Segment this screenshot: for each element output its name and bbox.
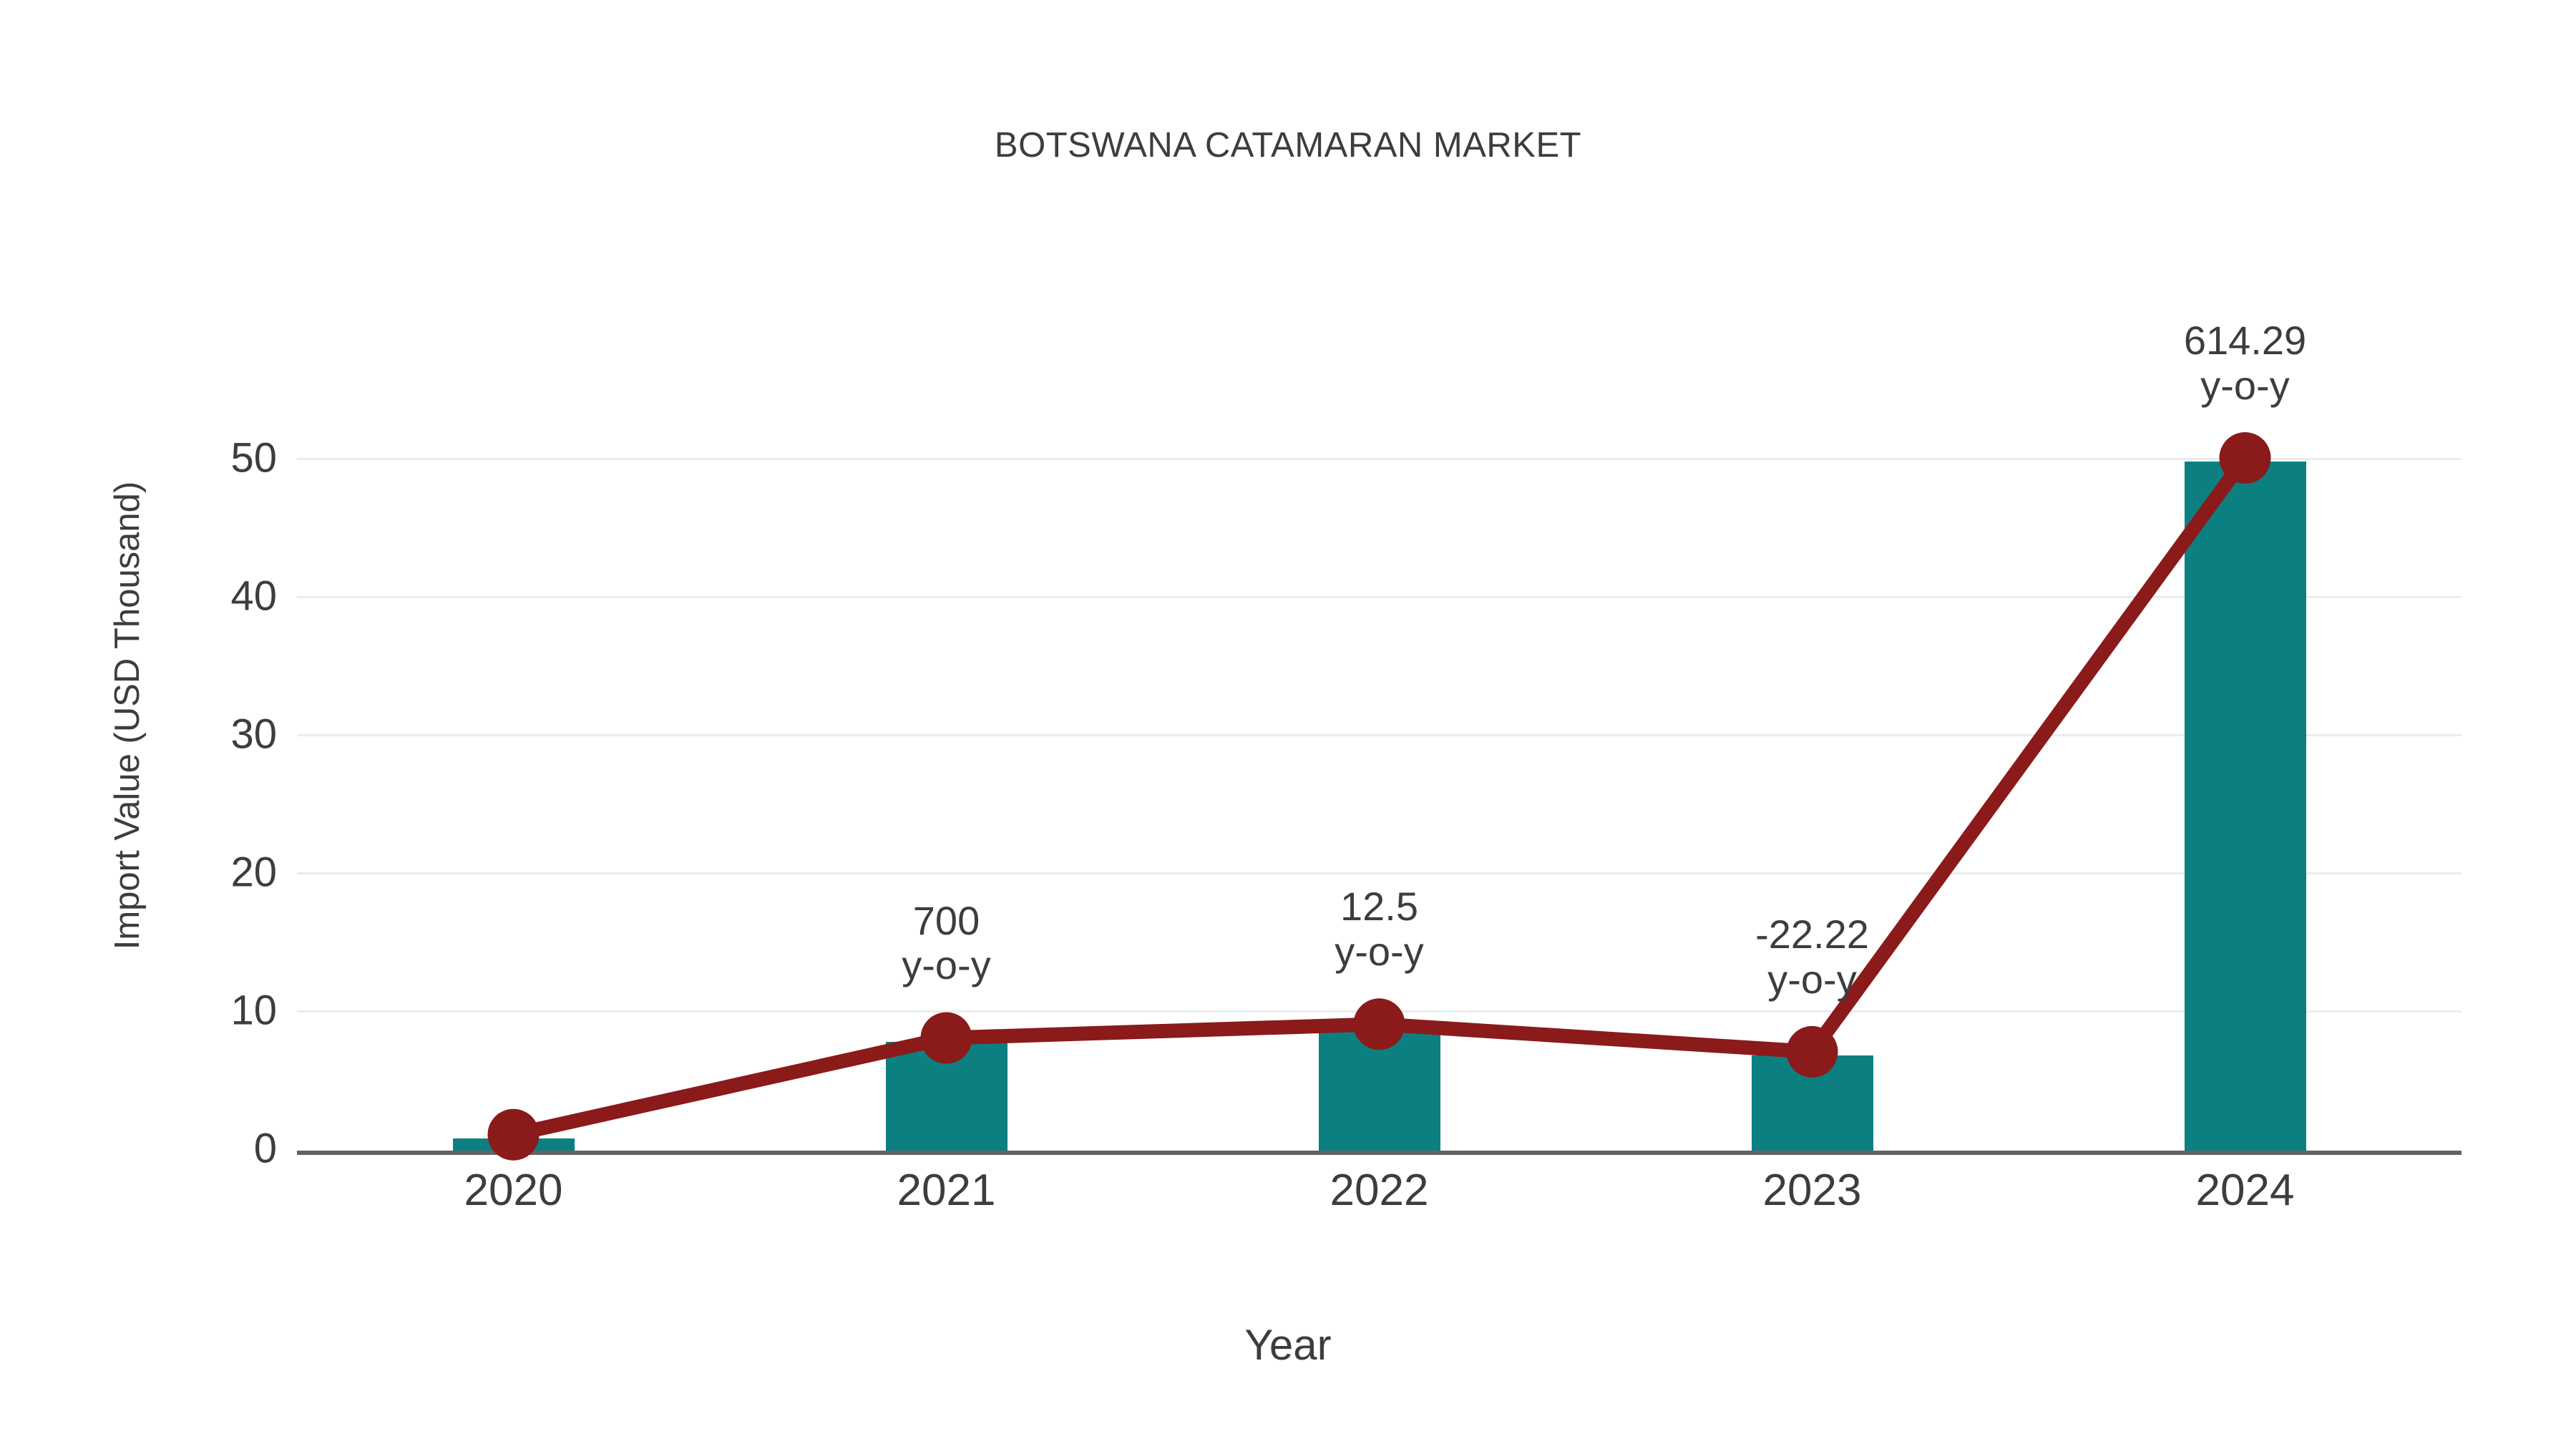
data-label-value: 614.29 (2183, 318, 2307, 363)
y-tick-label: 30 (230, 711, 277, 758)
data-label-unit: y-o-y (902, 942, 991, 988)
data-label-value: -22.22 (1755, 911, 1869, 957)
x-tick-label-2023: 2023 (1762, 1166, 1862, 1215)
gridline (297, 872, 2462, 874)
data-label-value: 700 (912, 897, 980, 943)
gridline (297, 1010, 2462, 1013)
x-tick-label-2024: 2024 (2195, 1166, 2295, 1215)
x-tick-label-2022: 2022 (1330, 1166, 1429, 1215)
gridline (297, 596, 2462, 598)
y-tick-label: 10 (230, 987, 277, 1034)
data-label-unit: y-o-y (1767, 956, 1857, 1002)
data-label-2024: 614.29 y-o-y (2031, 318, 2460, 408)
y-tick-label: 0 (253, 1125, 277, 1172)
gridline (297, 458, 2462, 460)
gridline (297, 734, 2462, 736)
x-tick-label-2021: 2021 (897, 1166, 996, 1215)
data-label-2022: 12.5 y-o-y (1165, 884, 1594, 974)
plot-area (297, 429, 2462, 1155)
data-label-2023: -22.22 y-o-y (1598, 912, 2027, 1002)
data-label-value: 12.5 (1340, 884, 1418, 930)
y-tick-label: 50 (230, 434, 277, 482)
y-tick-label: 20 (230, 849, 277, 896)
x-tick-label-2020: 2020 (464, 1166, 563, 1215)
x-axis-line (297, 1151, 2462, 1155)
data-label-unit: y-o-y (2200, 362, 2290, 408)
bar-2024[interactable] (2184, 462, 2306, 1152)
data-label-unit: y-o-y (1335, 929, 1424, 975)
bar-2023[interactable] (1751, 1055, 1873, 1152)
chart-title: BOTSWANA CATAMARAN MARKET (994, 126, 1582, 165)
data-label-2021: 700 y-o-y (732, 897, 1161, 988)
x-axis-title: Year (1244, 1321, 1332, 1369)
bar-2021[interactable] (885, 1041, 1008, 1152)
y-tick-label: 40 (230, 572, 277, 620)
bar-2022[interactable] (1318, 1028, 1440, 1152)
